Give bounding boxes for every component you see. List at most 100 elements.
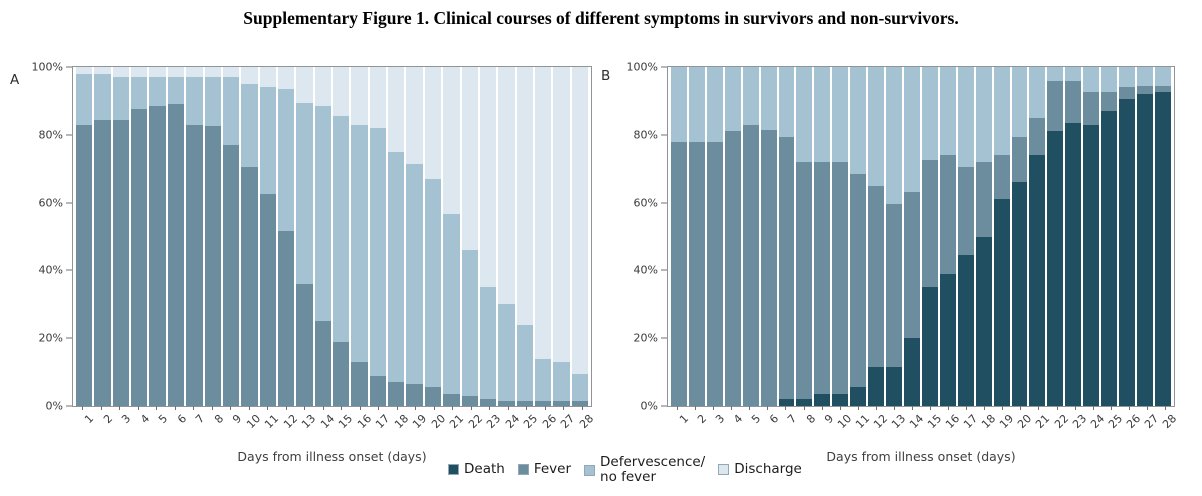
x-tick-label-13: 13 — [299, 412, 319, 432]
segment-fever — [921, 160, 938, 288]
x-tick-label-25: 25 — [1105, 412, 1125, 432]
segment-fever — [1154, 85, 1171, 93]
x-tick-mark — [1110, 406, 1112, 410]
bar-day-7 — [186, 67, 203, 406]
bar-day-23 — [1065, 67, 1082, 406]
segment-defervescence-no-fever — [424, 178, 442, 388]
y-tick-mark — [661, 134, 667, 136]
legend-item-defervescence: Defervescence/ no fever — [584, 454, 705, 485]
x-tick-label-8: 8 — [803, 412, 818, 427]
panel-a-letter: A — [10, 72, 20, 88]
segment-defervescence-no-fever — [167, 77, 185, 105]
x-tick-label-4: 4 — [137, 412, 152, 427]
x-tick-label-22: 22 — [465, 412, 485, 432]
x-tick-label-26: 26 — [539, 412, 559, 432]
segment-fever — [351, 361, 368, 406]
y-tick-label-20pct: 20% — [38, 331, 63, 345]
bar-day-11 — [259, 67, 276, 406]
segment-defervescence-no-fever — [850, 67, 867, 174]
x-tick-mark — [713, 406, 715, 410]
segment-death — [939, 273, 956, 406]
segment-death — [1029, 155, 1046, 406]
x-tick-mark — [507, 406, 509, 410]
figure-title: Supplementary Figure 1. Clinical courses… — [243, 8, 959, 28]
y-tick-mark — [661, 269, 667, 271]
x-tick-label-20: 20 — [428, 412, 448, 432]
segment-fever — [1011, 136, 1028, 183]
segment-defervescence-no-fever — [277, 89, 295, 232]
segment-discharge — [167, 67, 185, 78]
segment-discharge — [277, 67, 295, 90]
panel-a-bars — [73, 67, 591, 406]
x-tick-mark — [137, 406, 139, 410]
x-tick-label-2: 2 — [100, 412, 115, 427]
x-tick-label-3: 3 — [713, 412, 728, 427]
bar-day-19 — [993, 67, 1010, 406]
x-tick-mark — [378, 406, 380, 410]
y-tick-label-80pct: 80% — [38, 128, 63, 142]
panel-b-x-axis: 1 2 3 4 5 6 7 8 9 10 11 12 13 14 15 16 17 18 19 20 21 22 23 24 2… — [668, 406, 1179, 456]
bar-day-20 — [1011, 67, 1028, 406]
segment-fever — [314, 321, 332, 406]
x-tick-mark — [857, 406, 859, 410]
x-tick-mark — [248, 406, 250, 410]
x-tick-mark — [119, 406, 121, 410]
bar-day-8 — [796, 67, 813, 406]
segment-fever — [778, 136, 795, 400]
x-tick-label-12: 12 — [870, 412, 891, 432]
bar-day-5 — [149, 67, 166, 406]
segment-discharge — [406, 67, 423, 164]
y-tick-mark — [66, 405, 72, 407]
x-tick-mark — [322, 406, 324, 410]
segment-fever — [333, 341, 350, 406]
segment-defervescence-no-fever — [760, 67, 777, 130]
bar-day-28 — [1154, 67, 1171, 406]
segment-fever — [498, 400, 515, 406]
x-tick-mark — [1092, 406, 1094, 410]
segment-discharge — [314, 67, 332, 106]
segment-discharge — [571, 67, 589, 374]
segment-death — [868, 367, 885, 406]
segment-fever — [886, 204, 902, 368]
segment-fever — [149, 106, 166, 406]
x-tick-mark — [396, 406, 398, 410]
bar-day-21 — [1029, 67, 1046, 406]
bar-day-3 — [112, 67, 130, 406]
segment-defervescence-no-fever — [516, 324, 533, 401]
segment-defervescence-no-fever — [886, 67, 902, 205]
segment-death — [1119, 99, 1135, 406]
x-tick-mark — [359, 406, 361, 410]
bar-day-8 — [204, 67, 221, 406]
x-tick-mark — [930, 406, 932, 410]
segment-fever — [406, 383, 423, 406]
bar-day-16 — [939, 67, 956, 406]
segment-defervescence-no-fever — [498, 304, 515, 401]
bar-day-4 — [131, 67, 148, 406]
x-tick-mark — [1002, 406, 1004, 410]
x-tick-label-6: 6 — [174, 412, 189, 427]
bar-day-24 — [1083, 67, 1100, 406]
segment-discharge — [534, 67, 552, 359]
panel-b-xaxis-label: Days from illness onset (days) — [826, 449, 1016, 464]
segment-fever — [296, 283, 313, 406]
y-tick-label-0pct: 0% — [640, 399, 658, 413]
x-tick-mark — [174, 406, 176, 410]
segment-defervescence-no-fever — [742, 67, 759, 125]
bar-day-4 — [724, 67, 741, 406]
segment-defervescence-no-fever — [688, 67, 705, 142]
segment-death — [1011, 182, 1028, 406]
segment-fever — [1136, 85, 1153, 95]
y-tick-label-40pct: 40% — [38, 263, 63, 277]
segment-fever — [742, 124, 759, 406]
segment-death — [903, 338, 920, 406]
x-tick-mark — [839, 406, 841, 410]
segment-fever — [724, 131, 741, 406]
x-tick-mark — [285, 406, 287, 410]
bar-day-6 — [167, 67, 185, 406]
bar-day-9 — [814, 67, 831, 406]
panel-a-xaxis-label: Days from illness onset (days) — [237, 449, 427, 464]
segment-defervescence-no-fever — [1011, 67, 1028, 137]
bar-day-14 — [314, 67, 332, 406]
y-tick-label-80pct: 80% — [633, 128, 658, 142]
segment-defervescence-no-fever — [957, 67, 974, 168]
